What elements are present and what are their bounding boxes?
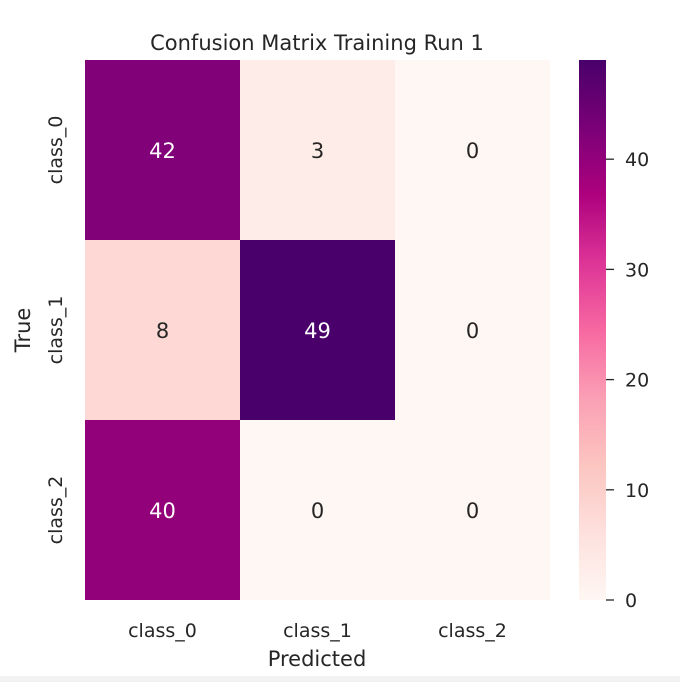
chart-title: Confusion Matrix Training Run 1 xyxy=(150,31,484,55)
colorbar-tick-label: 30 xyxy=(625,259,649,281)
colorbar-ticks: 0 10 20 30 40 xyxy=(606,149,649,612)
heatmap-cell-r0-c1 xyxy=(240,60,395,240)
cell-value-label: 0 xyxy=(466,499,479,523)
heatmap-cells xyxy=(85,60,550,600)
cell-value-label: 0 xyxy=(466,139,479,163)
cell-value-label: 42 xyxy=(149,139,176,163)
heatmap-cell-r0-c2 xyxy=(395,60,550,240)
y-tick-label: class_0 xyxy=(45,116,67,185)
heatmap-cell-r1-c2 xyxy=(395,240,550,420)
x-tick-label: class_0 xyxy=(128,620,197,642)
heatmap-cell-r1-c0 xyxy=(85,240,240,420)
cell-value-label: 49 xyxy=(304,319,331,343)
x-axis-ticks: class_0 class_1 class_2 xyxy=(128,620,507,642)
colorbar-tick-label: 40 xyxy=(625,149,649,171)
colorbar xyxy=(579,60,606,600)
heatmap-cell-r2-c1 xyxy=(240,420,395,600)
heatmap-cell-labels: 42 3 0 8 49 0 40 0 0 xyxy=(149,139,479,523)
heatmap-cell-r2-c0 xyxy=(85,420,240,600)
cell-value-label: 0 xyxy=(311,499,324,523)
x-axis-label: Predicted xyxy=(268,647,367,671)
heatmap-cell-r2-c2 xyxy=(395,420,550,600)
cell-value-label: 40 xyxy=(149,499,176,523)
colorbar-tick-label: 0 xyxy=(625,590,637,612)
y-tick-label: class_2 xyxy=(45,476,67,545)
cell-value-label: 0 xyxy=(466,319,479,343)
cell-value-label: 8 xyxy=(156,319,169,343)
cell-value-label: 3 xyxy=(311,139,324,163)
x-tick-label: class_2 xyxy=(438,620,507,642)
heatmap-cell-r1-c1 xyxy=(240,240,395,420)
y-axis-ticks: class_0 class_1 class_2 xyxy=(45,116,67,545)
footer-strip xyxy=(0,676,680,682)
y-axis-label: True xyxy=(11,308,35,354)
heatmap-cell-r0-c0 xyxy=(85,60,240,240)
colorbar-tick-label: 10 xyxy=(625,480,649,502)
y-tick-label: class_1 xyxy=(45,296,67,365)
x-tick-label: class_1 xyxy=(283,620,352,642)
colorbar-tick-label: 20 xyxy=(625,370,649,392)
